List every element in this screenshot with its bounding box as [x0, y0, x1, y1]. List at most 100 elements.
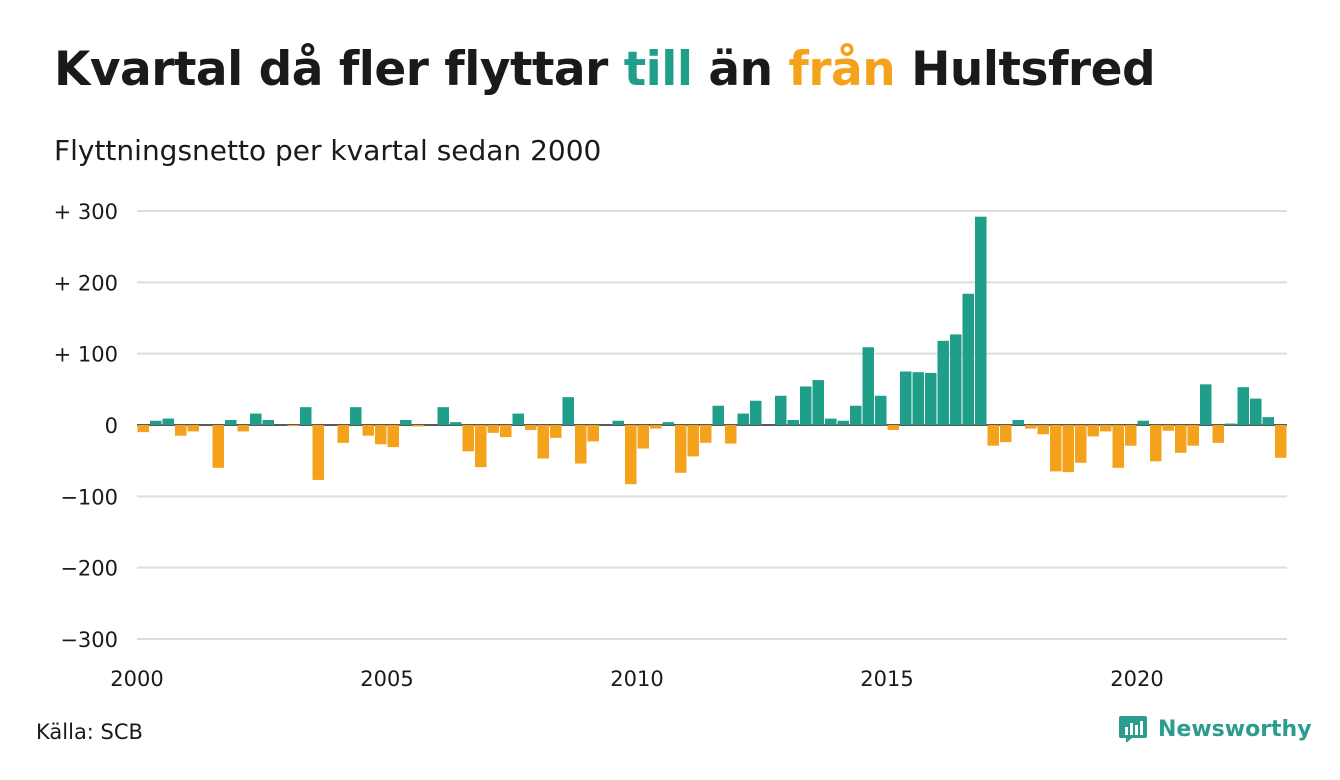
bar — [1037, 425, 1049, 435]
bar — [437, 407, 449, 425]
bar — [950, 334, 962, 425]
bar — [1012, 420, 1024, 425]
bar — [1137, 420, 1149, 425]
bar — [212, 425, 224, 468]
title-part: än — [692, 42, 789, 97]
bar — [1050, 425, 1062, 472]
y-tick-label: −300 — [60, 628, 118, 652]
bar — [737, 413, 749, 425]
bar — [712, 405, 724, 425]
bar — [175, 425, 187, 436]
bar — [412, 425, 424, 427]
bar — [750, 400, 762, 425]
bar — [875, 395, 887, 425]
bar — [1187, 425, 1199, 446]
x-tick-label: 2010 — [610, 667, 663, 691]
bar — [462, 425, 474, 452]
bar — [812, 380, 824, 425]
bar — [1162, 425, 1174, 431]
chart-title: Kvartal då fler flyttar till än från Hul… — [54, 42, 1156, 97]
bar — [400, 420, 412, 425]
bar — [775, 395, 787, 425]
bar — [1075, 425, 1087, 463]
bar — [900, 371, 912, 425]
bar — [500, 425, 512, 438]
bar — [662, 422, 674, 425]
bar — [800, 386, 812, 425]
bar — [1000, 425, 1012, 443]
bar — [1212, 425, 1224, 443]
bar — [725, 425, 737, 444]
bar — [1112, 425, 1124, 468]
bar — [1250, 398, 1262, 425]
bar — [550, 425, 562, 438]
bar — [1225, 423, 1237, 425]
x-tick-label: 2000 — [110, 667, 163, 691]
bar — [287, 425, 299, 426]
bar — [650, 425, 662, 429]
bar — [150, 420, 162, 425]
bar — [1200, 384, 1212, 425]
title-highlight-till: till — [623, 42, 693, 97]
x-tick-label: 2005 — [360, 667, 413, 691]
y-tick-label: −100 — [60, 485, 118, 509]
bar — [1062, 425, 1074, 473]
bar — [925, 372, 937, 425]
bar — [637, 425, 649, 449]
bar — [487, 425, 499, 433]
bar — [687, 425, 699, 457]
bar — [912, 372, 924, 425]
bar — [825, 418, 837, 425]
bar — [1150, 425, 1162, 462]
bar — [575, 425, 587, 464]
bar — [1087, 425, 1099, 437]
bar — [562, 397, 574, 425]
bar — [1025, 425, 1037, 429]
newsworthy-logo-icon — [1119, 716, 1147, 743]
bar — [537, 425, 549, 459]
bar — [300, 407, 312, 425]
bar — [525, 425, 537, 430]
bar — [375, 425, 387, 445]
bar — [937, 340, 949, 425]
bar — [450, 422, 462, 425]
bar — [850, 405, 862, 425]
bar — [187, 425, 199, 432]
bar — [975, 216, 987, 425]
y-tick-label: + 300 — [54, 200, 118, 224]
bar — [1237, 387, 1249, 425]
bar — [887, 425, 899, 430]
brand-name: Newsworthy — [1158, 716, 1312, 742]
bar — [700, 425, 712, 443]
title-highlight-fran: från — [788, 42, 896, 97]
bar — [862, 347, 874, 425]
bar — [512, 413, 524, 425]
bar — [625, 425, 637, 485]
bar — [987, 425, 999, 446]
bar — [1100, 425, 1112, 432]
bar — [1262, 417, 1274, 425]
x-tick-label: 2015 — [860, 667, 913, 691]
title-part: Hultsfred — [895, 42, 1156, 97]
bar — [475, 425, 487, 468]
chart-subtitle: Flyttningsnetto per kvartal sedan 2000 — [54, 134, 602, 167]
bar — [962, 293, 974, 425]
bar — [337, 425, 349, 443]
bar — [612, 420, 624, 425]
source-label: Källa: SCB — [36, 720, 143, 744]
bar — [225, 420, 237, 425]
bar — [1175, 425, 1187, 453]
x-tick-label: 2020 — [1110, 667, 1163, 691]
bar — [262, 420, 274, 425]
bar — [250, 413, 262, 425]
brand-logo: Newsworthy — [1118, 714, 1312, 744]
y-tick-label: −200 — [60, 557, 118, 581]
bar — [587, 425, 599, 442]
y-tick-label: + 100 — [54, 343, 118, 367]
y-tick-label: + 200 — [54, 271, 118, 295]
bar — [312, 425, 324, 480]
bar — [1125, 425, 1137, 446]
bar — [362, 425, 374, 436]
bar — [350, 407, 362, 425]
bar — [387, 425, 399, 448]
